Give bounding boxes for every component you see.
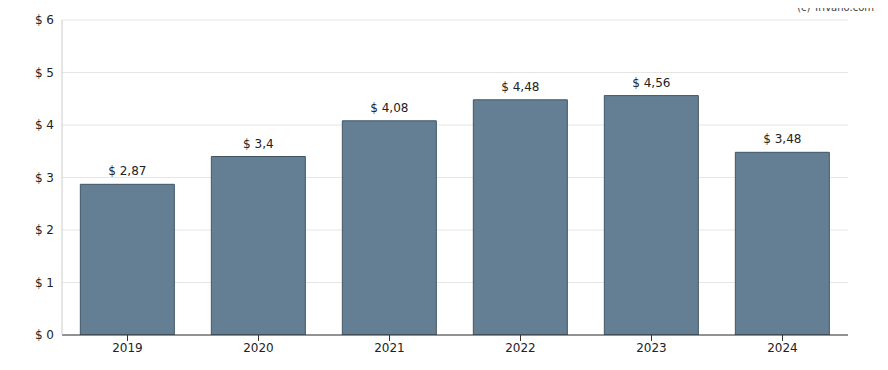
svg-text:2024: 2024 <box>767 341 798 355</box>
svg-text:2023: 2023 <box>636 341 667 355</box>
svg-text:$ 3,4: $ 3,4 <box>243 137 274 151</box>
svg-text:$ 4,48: $ 4,48 <box>501 80 539 94</box>
svg-text:2021: 2021 <box>374 341 405 355</box>
svg-text:$ 2: $ 2 <box>35 223 54 237</box>
svg-text:$ 5: $ 5 <box>35 66 54 80</box>
svg-text:$ 4,56: $ 4,56 <box>632 76 670 90</box>
svg-text:2020: 2020 <box>243 341 274 355</box>
html-text:(c) Trivano.com: (c) Trivano.com <box>797 2 874 13</box>
svg-text:$ 1: $ 1 <box>35 276 54 290</box>
svg-text:$ 3,48: $ 3,48 <box>763 132 801 146</box>
svg-text:$ 6: $ 6 <box>35 13 54 27</box>
svg-text:$ 4: $ 4 <box>35 118 54 132</box>
svg-text:$ 3: $ 3 <box>35 171 54 185</box>
svg-text:$ 0: $ 0 <box>35 328 54 342</box>
svg-text:$ 4,08: $ 4,08 <box>370 101 408 115</box>
svg-text:2019: 2019 <box>112 341 143 355</box>
svg-text:2022: 2022 <box>505 341 536 355</box>
svg-text:$ 2,87: $ 2,87 <box>108 164 146 178</box>
